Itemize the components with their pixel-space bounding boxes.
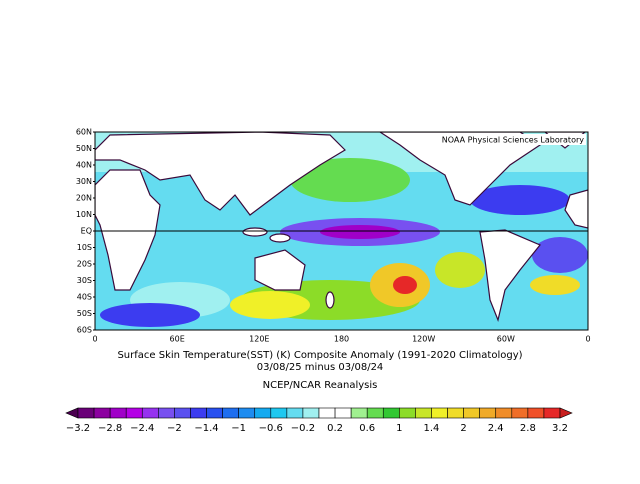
lat-label: 10S: [77, 243, 92, 252]
colorbar-label: −0.6: [259, 423, 283, 434]
colorbar-box: [206, 407, 223, 419]
title: Surface Skin Temperature(SST) (K) Compos…: [117, 350, 522, 361]
colorbar-box: [174, 407, 191, 419]
anomaly-map: [95, 132, 588, 330]
lat-label: 30S: [77, 276, 92, 285]
colorbar-box: [463, 407, 480, 419]
colorbar-label: −1: [231, 423, 246, 434]
colorbar-end: [559, 407, 573, 419]
lat-label: 40S: [77, 293, 92, 302]
lon-label: 180: [334, 335, 349, 344]
lat-label: 50N: [76, 144, 92, 153]
colorbar-label: −2: [167, 423, 182, 434]
lat-label: 20S: [77, 260, 92, 269]
lon-label: 60W: [497, 335, 515, 344]
credit: NOAA Physical Sciences Laboratory: [442, 136, 585, 145]
colorbar-box: [382, 407, 400, 419]
colorbar-label: 2.8: [520, 423, 536, 434]
lat-label: 60N: [76, 128, 92, 137]
colorbar-label: 0.2: [327, 423, 343, 434]
colorbar-box: [302, 407, 320, 419]
colorbar-box: [270, 407, 288, 419]
colorbar-box: [415, 407, 432, 419]
colorbar-box: [527, 407, 545, 419]
colorbar-label: −1.4: [194, 423, 218, 434]
colorbar-box: [447, 407, 464, 419]
colorbar-label: 2.4: [488, 423, 504, 434]
colorbar-box: [431, 407, 448, 419]
colorbar-box: [254, 407, 272, 419]
colorbar-box: [109, 407, 127, 419]
colorbar-box: [158, 407, 175, 419]
colorbar-end: [65, 407, 79, 419]
colorbar-label: −0.2: [291, 423, 315, 434]
lat-label: 50S: [77, 309, 92, 318]
subtitle: 03/08/25 minus 03/08/24: [257, 362, 384, 373]
colorbar-box: [334, 407, 352, 419]
lon-label: 0: [585, 335, 590, 344]
credit-box: [420, 134, 586, 145]
colorbar-label: −3.2: [66, 423, 90, 434]
colorbar-box: [495, 407, 513, 419]
lon-label: 120W: [412, 335, 435, 344]
colorbar-label: 0.6: [359, 423, 375, 434]
lon-label: 120E: [249, 335, 269, 344]
colorbar-box: [318, 407, 336, 419]
colorbar-box: [511, 407, 529, 419]
colorbar-box: [93, 407, 111, 419]
colorbar-box: [350, 407, 368, 419]
colorbar-box: [479, 407, 497, 419]
colorbar-label: 1.4: [424, 423, 440, 434]
lat-label: 60S: [77, 326, 92, 335]
colorbar-box: [125, 407, 143, 419]
colorbar-box: [286, 407, 304, 419]
source: NCEP/NCAR Reanalysis: [263, 380, 378, 391]
colorbar-box: [543, 407, 561, 419]
lat-label: EQ: [81, 227, 92, 236]
colorbar-box: [399, 407, 416, 419]
colorbar-label: 1: [396, 423, 402, 434]
lat-label: 20N: [76, 194, 92, 203]
lon-label: 0: [92, 335, 97, 344]
lon-label: 60E: [170, 335, 185, 344]
colorbar-label: 2: [460, 423, 466, 434]
lat-label: 30N: [76, 177, 92, 186]
colorbar-box: [77, 407, 95, 419]
lat-label: 10N: [76, 210, 92, 219]
lat-label: 40N: [76, 161, 92, 170]
colorbar-box: [366, 407, 384, 419]
colorbar-label: −2.4: [130, 423, 154, 434]
colorbar-box: [238, 407, 256, 419]
colorbar-label: 3.2: [552, 423, 568, 434]
colorbar-box: [141, 407, 159, 419]
colorbar-label: −2.8: [98, 423, 122, 434]
colorbar-box: [190, 407, 207, 419]
colorbar-box: [222, 407, 239, 419]
